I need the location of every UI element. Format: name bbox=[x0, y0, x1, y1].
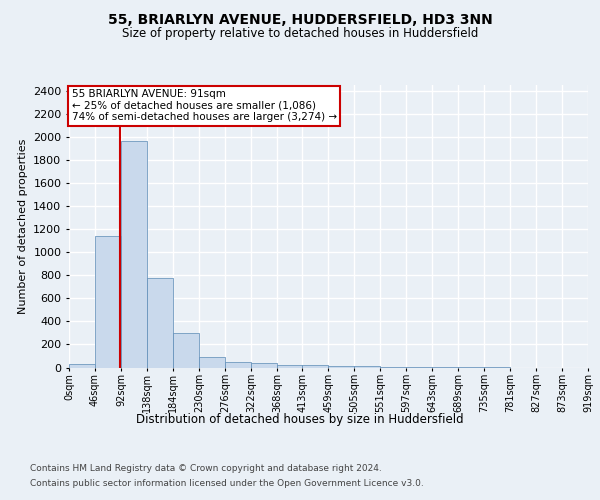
Bar bbox=[121, 142, 147, 368]
Bar bbox=[225, 362, 251, 368]
Text: 55 BRIARLYN AVENUE: 91sqm
← 25% of detached houses are smaller (1,086)
74% of se: 55 BRIARLYN AVENUE: 91sqm ← 25% of detac… bbox=[71, 89, 337, 122]
Y-axis label: Number of detached properties: Number of detached properties bbox=[17, 138, 28, 314]
Bar bbox=[95, 236, 121, 368]
Bar bbox=[69, 364, 95, 368]
Bar bbox=[328, 366, 354, 368]
Bar bbox=[251, 364, 277, 368]
Bar bbox=[199, 357, 225, 368]
Bar bbox=[277, 364, 302, 368]
Bar bbox=[354, 366, 380, 368]
Bar bbox=[380, 367, 406, 368]
Bar bbox=[173, 334, 199, 368]
Text: 55, BRIARLYN AVENUE, HUDDERSFIELD, HD3 3NN: 55, BRIARLYN AVENUE, HUDDERSFIELD, HD3 3… bbox=[107, 12, 493, 26]
Text: Size of property relative to detached houses in Huddersfield: Size of property relative to detached ho… bbox=[122, 28, 478, 40]
Bar bbox=[147, 278, 173, 368]
Text: Distribution of detached houses by size in Huddersfield: Distribution of detached houses by size … bbox=[136, 412, 464, 426]
Bar bbox=[302, 365, 328, 368]
Text: Contains HM Land Registry data © Crown copyright and database right 2024.: Contains HM Land Registry data © Crown c… bbox=[30, 464, 382, 473]
Text: Contains public sector information licensed under the Open Government Licence v3: Contains public sector information licen… bbox=[30, 479, 424, 488]
